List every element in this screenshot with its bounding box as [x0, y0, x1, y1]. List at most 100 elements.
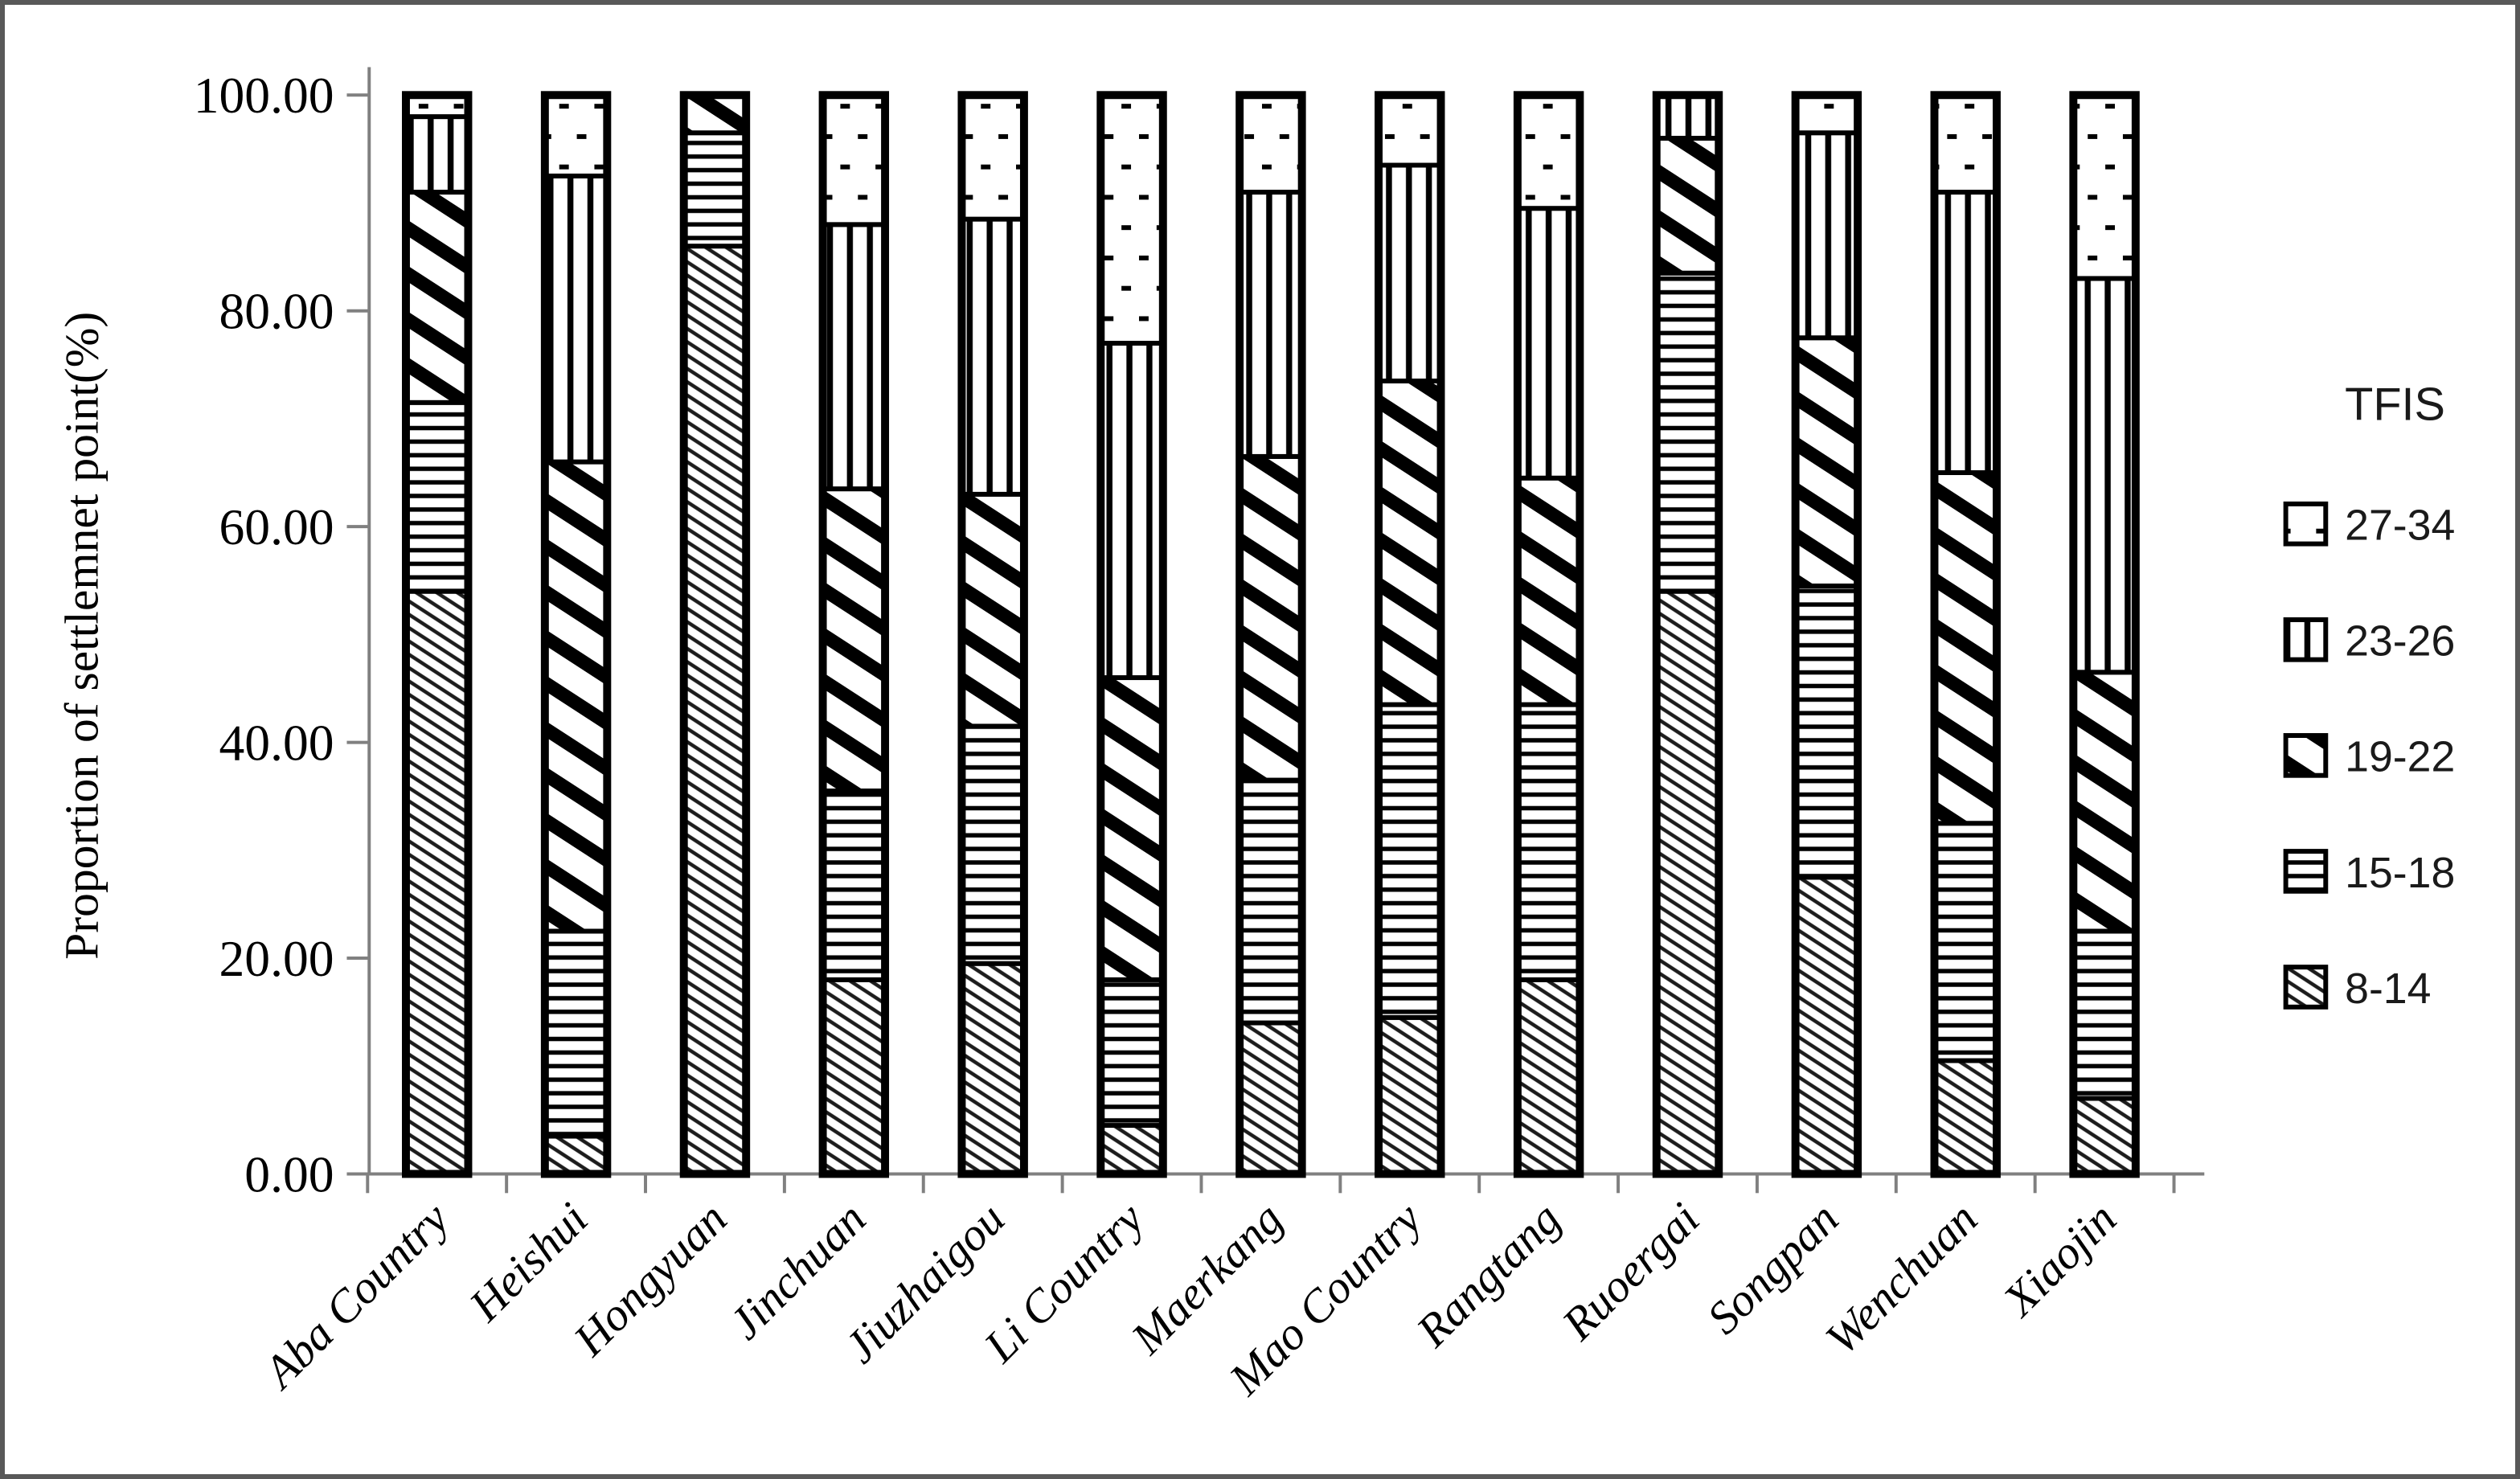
bar-segment-15-18 [959, 723, 1026, 966]
legend-swatch-dots [2283, 501, 2329, 547]
bar-segment-15-18 [1793, 583, 1861, 880]
y-axis-title: Proportion of settlemnet point(%) [55, 312, 108, 960]
bar-segment-19-22 [1376, 378, 1444, 707]
bar-segment-27-34 [542, 92, 610, 178]
bar-segment-15-18 [1098, 977, 1166, 1129]
bar-segment-27-34 [1376, 92, 1444, 168]
bar-segment-27-34 [2071, 92, 2138, 281]
bar-outline [679, 91, 751, 1178]
y-tick-label: 60.00 [219, 498, 334, 555]
bar-outline [957, 91, 1028, 1178]
bar-segment-19-22 [2071, 670, 2138, 934]
bar-outline [1235, 91, 1306, 1178]
legend-title: TFIS [2345, 379, 2445, 431]
bar-segment-19-22 [1237, 453, 1305, 783]
bar-outline [2069, 91, 2140, 1178]
category-label: Heishui [460, 1194, 598, 1332]
bar-segment-8-14 [1793, 875, 1861, 1177]
legend-item: 8-14 [2283, 965, 2431, 1013]
bar-outline [1096, 91, 1167, 1178]
bar-segment-27-34 [820, 92, 888, 227]
y-tick-label: 100.00 [194, 67, 334, 124]
category-label: Xiaojin [1993, 1194, 2126, 1327]
legend-swatch-vertical-lines [2283, 617, 2329, 662]
bar-songpan [1791, 91, 1862, 1178]
bar-segment-8-14 [1237, 1020, 1305, 1177]
bar-segment-19-22 [403, 190, 471, 405]
y-tick-label: 80.00 [219, 283, 334, 340]
bar-segment-19-22 [542, 459, 610, 934]
bar-segment-8-14 [681, 244, 749, 1177]
bar-segment-15-18 [2071, 928, 2138, 1101]
bar-segment-23-26 [820, 222, 888, 492]
bar-segment-15-18 [820, 788, 888, 982]
legend: 27-34 23-26 19-22 15-18 8-14 [2283, 501, 2455, 1013]
category-label: Hongyuan [564, 1194, 737, 1366]
bar-segment-19-22 [959, 491, 1026, 729]
bar-outline [1375, 91, 1445, 1178]
bar-segment-15-18 [1376, 702, 1444, 1020]
bar-outline [1652, 91, 1723, 1178]
bar-segment-27-34 [1237, 92, 1305, 195]
bar-segment-27-34 [1932, 92, 1999, 195]
axes [358, 67, 2205, 1194]
legend-swatch-fine-diagonal-hatch [2283, 965, 2329, 1010]
bar-segment-19-22 [1932, 470, 1999, 826]
bar-segment-27-34 [1514, 92, 1583, 211]
stacked-bar-chart: 0.00 20.00 40.00 60.00 80.00 100.00 Aba Count… [55, 67, 2455, 1405]
bar-outline [818, 91, 890, 1178]
legend-item: 15-18 [2283, 849, 2455, 897]
bar-segment-15-18 [1237, 777, 1305, 1026]
y-tick-label: 0.00 [244, 1145, 334, 1202]
bar-segment-23-26 [403, 114, 471, 195]
x-axis-category-labels: Aba Country HeishuiHongyuanJinchuanJiuzha… [252, 1193, 2126, 1405]
category-label: Wenchuan [1817, 1194, 1988, 1365]
legend-item: 19-22 [2283, 733, 2455, 781]
bar-segment-8-14 [2071, 1096, 2138, 1177]
bars-group [402, 91, 2140, 1178]
bar-outline [1513, 91, 1584, 1178]
bar-segment-8-14 [1514, 977, 1583, 1177]
bar-segment-27-34 [1098, 92, 1166, 346]
bar-segment-19-22 [1653, 135, 1722, 276]
bar-outline [402, 91, 473, 1178]
bar-xiaojin [2069, 91, 2140, 1178]
bar-segment-23-26 [1376, 162, 1444, 383]
bar-segment-8-14 [1376, 1014, 1444, 1177]
legend-swatch-horizontal-lines [2283, 849, 2329, 894]
bar-segment-8-14 [1932, 1058, 1999, 1177]
y-tick-label: 20.00 [219, 930, 334, 987]
legend-item-label: 23-26 [2345, 617, 2455, 666]
bar-segment-23-26 [1514, 206, 1583, 481]
bar-segment-23-26 [1793, 130, 1861, 341]
bar-segment-27-34 [959, 92, 1026, 222]
bar-segment-15-18 [681, 130, 749, 249]
bar-li-country [1096, 91, 1167, 1178]
bar-segment-19-22 [820, 486, 888, 793]
legend-item: 27-34 [2283, 501, 2455, 550]
bar-maerkang [1235, 91, 1306, 1178]
bar-segment-23-26 [959, 216, 1026, 497]
bar-rangtang [1513, 91, 1584, 1178]
legend-item-label: 19-22 [2345, 733, 2455, 781]
bar-segment-23-26 [1932, 190, 1999, 476]
bar-segment-19-22 [681, 92, 749, 136]
bar-segment-8-14 [820, 977, 888, 1177]
bar-wenchuan [1930, 91, 2001, 1178]
bar-segment-23-26 [2071, 276, 2138, 675]
y-tick-label: 40.00 [219, 714, 334, 771]
bar-jinchuan [818, 91, 890, 1178]
category-label: Aba Country [252, 1193, 459, 1399]
bar-segment-8-14 [959, 961, 1026, 1177]
bar-outline [1930, 91, 2001, 1178]
bar-segment-15-18 [403, 399, 471, 594]
bar-segment-15-18 [1514, 702, 1583, 982]
legend-item-label: 27-34 [2345, 502, 2455, 550]
bar-segment-19-22 [1098, 675, 1166, 982]
bar-heishui [540, 91, 612, 1178]
bar-segment-15-18 [1653, 270, 1722, 594]
bar-segment-15-18 [1932, 821, 1999, 1063]
y-axis-ticks: 0.00 20.00 40.00 60.00 80.00 100.00 [194, 67, 370, 1202]
bar-segment-23-26 [542, 173, 610, 465]
